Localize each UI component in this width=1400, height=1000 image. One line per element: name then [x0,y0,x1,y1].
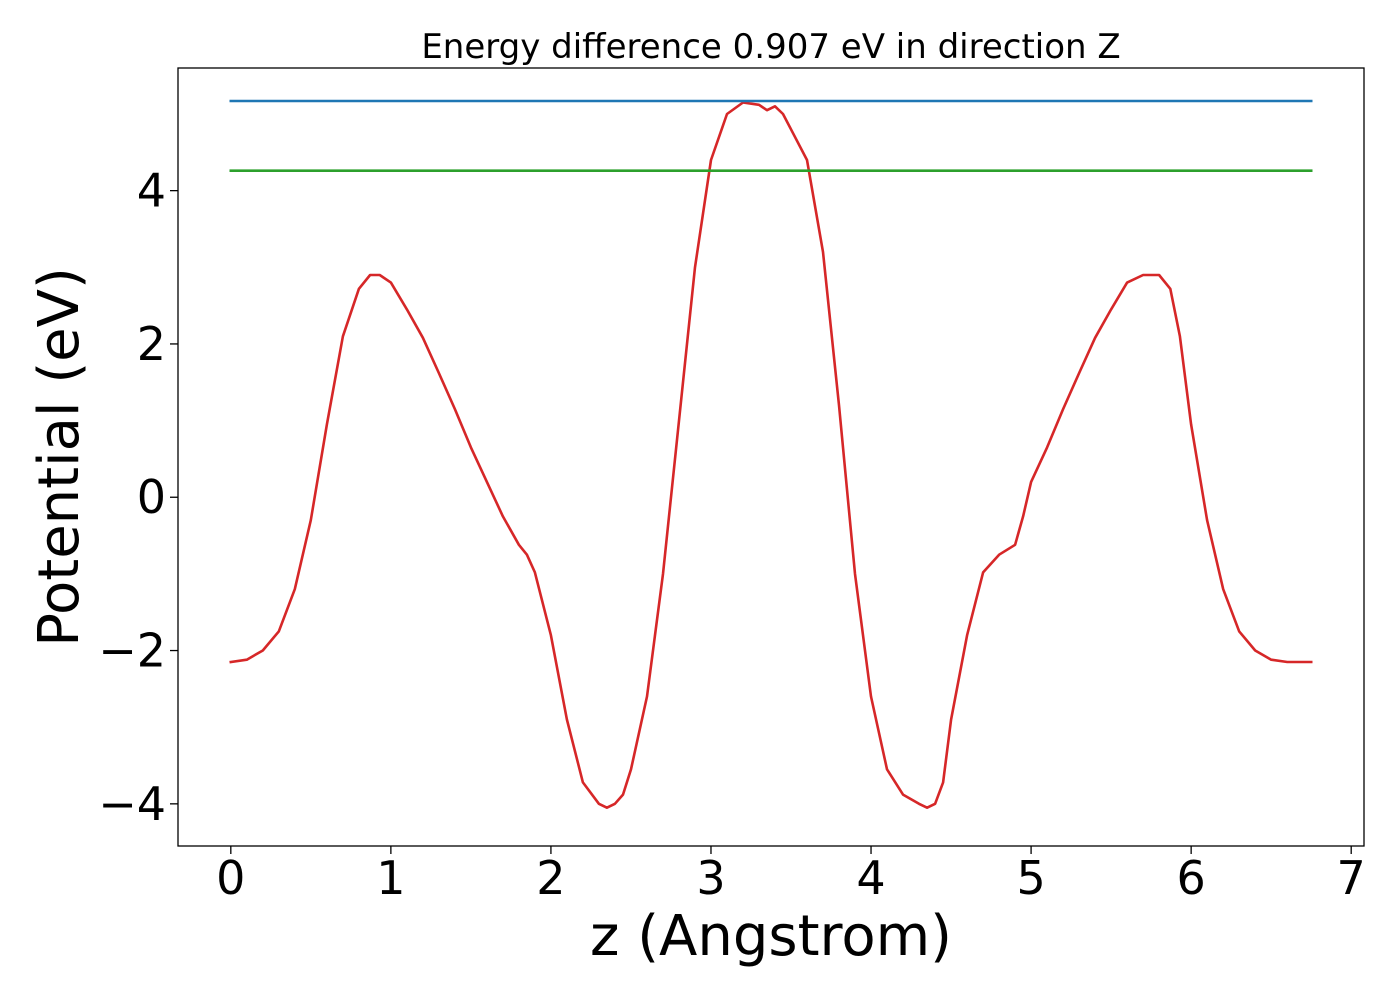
plot-frame [177,67,1365,847]
x-axis: 0 1 2 3 4 5 6 7 [216,846,1366,905]
y-tick-label: 0 [137,470,166,524]
x-tick-label: 5 [1016,851,1045,905]
series-line-1 [229,101,1313,809]
x-tick-label: 0 [216,851,245,905]
plot-area [229,99,1313,809]
y-tick-label: −4 [98,777,166,831]
y-tick-label: 2 [137,317,166,371]
chart-title: Energy difference 0.907 eV in direction … [421,27,1120,67]
x-tick-label: 1 [376,851,405,905]
x-axis-label: z (Angstrom) [590,904,952,969]
x-tick-label: 4 [856,851,885,905]
x-tick-label: 6 [1177,851,1206,905]
x-tick-label: 3 [696,851,725,905]
x-tick-label: 7 [1337,851,1366,905]
y-tick-label: −2 [98,624,166,678]
y-tick-label: 4 [137,164,166,218]
x-tick-label: 2 [536,851,565,905]
y-axis: −4 −2 0 2 4 [98,164,178,831]
y-axis-label: Potential (eV) [27,267,92,647]
